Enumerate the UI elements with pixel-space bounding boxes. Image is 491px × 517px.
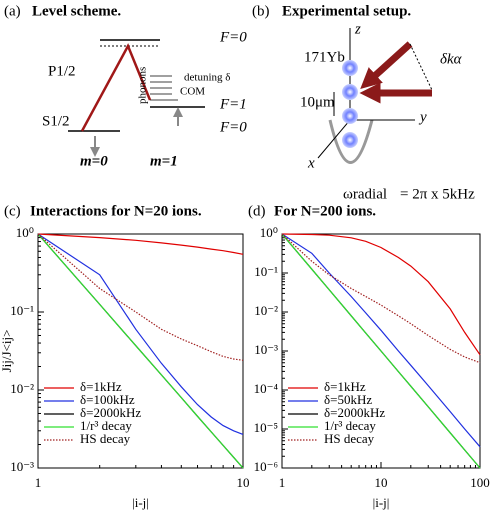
panel-label: (b) [252, 3, 270, 19]
x-tick-label: 1 [279, 475, 286, 490]
f-label: F=1 [219, 96, 247, 112]
series-line [281, 233, 481, 356]
omega-label: ωradial [343, 186, 387, 202]
x-tick-label: 1 [35, 475, 42, 490]
series-line [281, 233, 481, 448]
freq-label: = 2π x 5kHz [400, 186, 475, 202]
x-axis-label: |i-j| [373, 495, 390, 510]
legend-label: 1/r³ decay [324, 418, 376, 433]
m-label: m=1 [150, 153, 178, 169]
y-tick-label: 10⁻¹ [10, 303, 34, 318]
ion [342, 60, 358, 76]
y-axis-label: Jij/J<ij> [0, 330, 14, 373]
panel-title: Experimental setup. [282, 3, 411, 19]
f-label: F=0 [219, 29, 247, 45]
phonons-label: phonons [137, 67, 149, 104]
y-tick-label: 10⁻⁴ [254, 381, 279, 396]
series-line [37, 233, 244, 361]
panel-b: (b) Experimental setup. z y x 171Yb 10μm… [252, 3, 475, 202]
legend-label: δ=2000kHz [324, 405, 385, 420]
legend-label: δ=50kHz [324, 392, 372, 407]
ion [342, 132, 358, 148]
series-line [281, 233, 481, 364]
legend-label: δ=1kHz [324, 379, 366, 394]
series-line [37, 233, 244, 469]
y-tick-label: 10⁻² [10, 381, 34, 396]
axis [317, 119, 351, 159]
raman-path [80, 43, 152, 132]
ion [342, 84, 358, 100]
y-tick-label: 10⁻³ [10, 459, 34, 474]
panel-title: For N=200 ions. [274, 203, 376, 219]
axis-label: z [354, 21, 361, 37]
f-label: F=0 [219, 119, 247, 135]
panel-label: (d) [248, 203, 266, 219]
axis-label: y [418, 109, 427, 125]
panel-label: (c) [4, 203, 21, 219]
y-tick-label: 10⁰ [260, 225, 278, 240]
panel-a: (a) Level scheme. P1/2 S1/2 F=0 F=1 F=0 … [4, 3, 247, 169]
panel-title: Interactions for N=20 ions. [30, 203, 202, 219]
y-tick-label: 10⁻⁵ [254, 420, 278, 435]
panel-title: Level scheme. [32, 3, 121, 19]
com-label: COM [180, 86, 205, 98]
level-label: S1/2 [42, 113, 70, 129]
y-tick-label: 10⁻¹ [254, 264, 278, 279]
legend-label: δ=2000kHz [80, 405, 141, 420]
series-line [37, 233, 244, 435]
legend-label: HS decay [80, 431, 131, 446]
panel-label: (a) [4, 3, 21, 19]
detuning-label: detuning δ [184, 72, 230, 84]
y-tick-label: 10⁰ [16, 225, 34, 240]
x-tick-label: 10 [237, 475, 250, 490]
phonon-ladder [150, 75, 178, 101]
beam [360, 41, 413, 90]
y-tick-label: 10⁻³ [254, 342, 278, 357]
ion [342, 108, 358, 124]
x-axis-label: |i-j| [132, 495, 149, 510]
series-line [281, 233, 481, 469]
plot-frame [37, 233, 244, 469]
dk-label: δkα [440, 51, 463, 67]
spacing-label: 10μm [300, 94, 335, 110]
dk-line [409, 43, 433, 91]
x-tick-label: 10 [375, 475, 388, 490]
trap [328, 119, 374, 164]
axis-label: x [307, 155, 315, 171]
y-tick-label: 10⁻² [254, 303, 278, 318]
m-label: m=0 [80, 153, 108, 169]
legend-label: HS decay [324, 431, 375, 446]
legend-label: δ=100kHz [80, 392, 135, 407]
legend-label: 1/r³ decay [80, 418, 132, 433]
series-line [37, 233, 244, 255]
level-label: P1/2 [48, 63, 76, 79]
legend-label: δ=1kHz [80, 379, 122, 394]
ion-label: 171Yb [304, 49, 345, 65]
y-tick-label: 10⁻⁶ [254, 459, 278, 474]
x-tick-label: 100 [470, 475, 490, 490]
